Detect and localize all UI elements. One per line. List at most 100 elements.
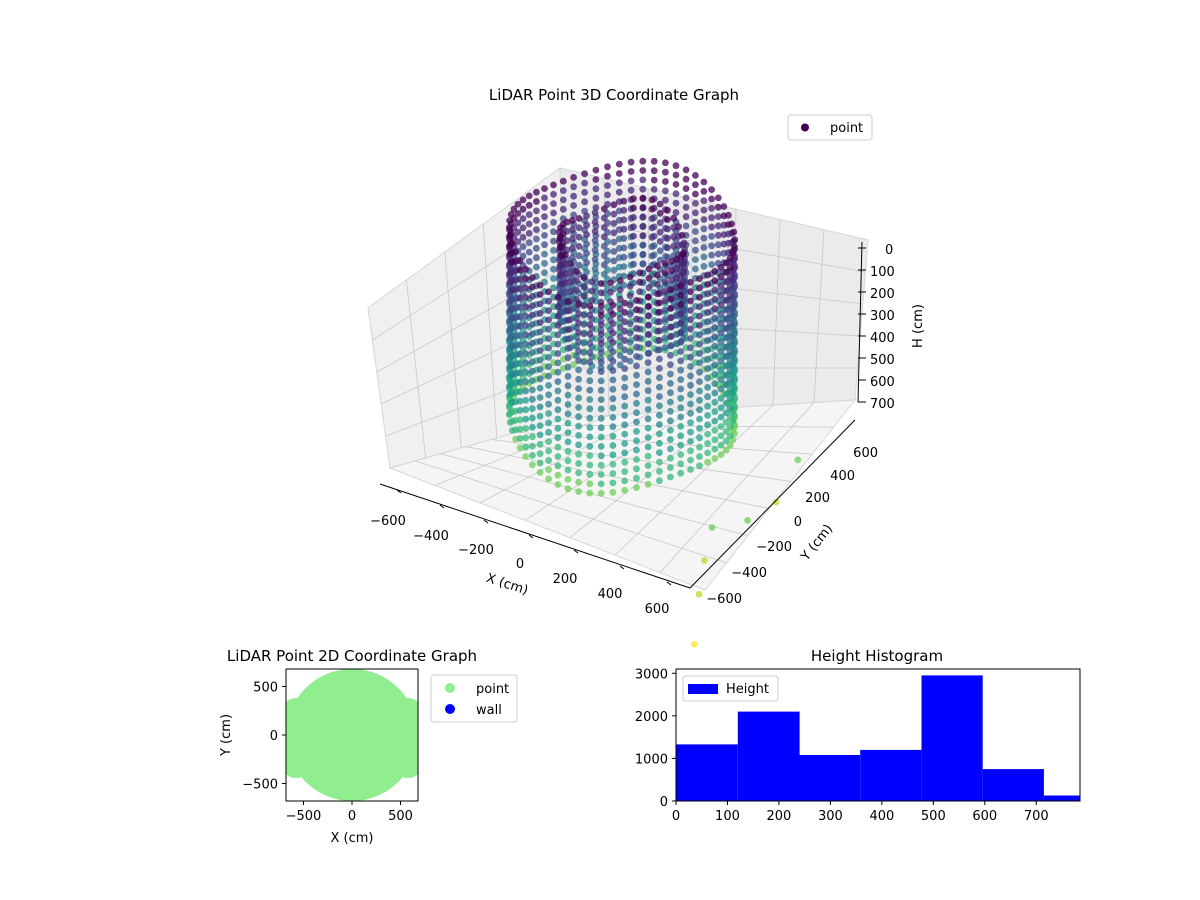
data-point [672,171,680,179]
data-point [648,215,656,223]
data-point [610,201,618,209]
data-point [536,403,544,411]
data-point [644,462,652,469]
data-point [554,350,562,357]
data-point [620,197,628,205]
data-point [550,256,557,264]
data-point [600,270,608,278]
data-point [639,241,647,249]
data-point [522,406,530,414]
svg-text:600: 600 [645,602,670,617]
svg-text:0: 0 [660,795,668,810]
data-point [597,312,605,319]
data-point [564,457,572,465]
data-point [550,190,557,198]
data-point [626,292,634,299]
data-point [726,423,734,431]
data-point [586,339,594,347]
svg-text:−500: −500 [242,778,278,793]
data-point [704,402,711,410]
chart-2d-legend: point wall [430,674,518,723]
data-point [701,557,708,564]
data-point [588,278,596,286]
data-point [621,440,629,447]
data-point [550,247,557,254]
data-point [586,452,594,459]
data-point [575,329,582,336]
svg-text:−400: −400 [731,566,767,581]
data-point [696,453,703,460]
data-point [564,298,572,305]
data-point [667,351,674,359]
data-point [620,235,628,242]
data-point [677,310,685,318]
data-point [711,398,719,406]
data-point [630,242,637,249]
data-point [545,325,552,333]
data-point [704,412,711,419]
data-point [696,303,703,311]
data-point [573,286,580,294]
legend-label: Height [726,682,769,697]
data-point [597,386,605,394]
data-point [708,204,715,212]
data-point [545,456,552,464]
data-point [667,436,674,443]
data-point [583,221,590,229]
data-point [672,199,680,207]
svg-text:0: 0 [672,809,680,824]
y-tick-hist: 0 [660,795,676,810]
data-point [545,382,552,389]
data-point [564,466,572,474]
y-tick: −200 [756,540,792,555]
data-point [564,316,572,324]
data-point [645,274,653,282]
data-point [525,239,533,247]
data-point [564,401,572,408]
y-axis-label: Y (cm) [798,522,836,565]
data-point [610,248,618,255]
data-point [616,361,624,369]
data-point [717,376,725,384]
data-point [644,359,652,366]
data-point [516,266,524,274]
data-point [621,430,629,438]
data-point [630,204,637,212]
data-point [575,422,582,430]
data-point [711,436,719,444]
data-point [644,312,652,320]
data-point [616,295,624,303]
data-point [644,443,652,451]
data-point [717,282,725,290]
data-point [588,297,596,304]
data-point [610,238,618,246]
data-point [522,453,530,460]
data-point [621,477,629,485]
data-point [726,339,734,346]
data-point [644,480,652,488]
data-point [656,439,663,447]
z-tick: 300 [858,309,895,324]
svg-text:−200: −200 [458,543,494,558]
data-point [704,383,711,391]
data-point [656,430,663,438]
data-point [644,452,652,460]
data-point [794,456,802,464]
data-point [711,286,719,294]
data-point [597,452,605,460]
data-point [522,322,530,329]
data-point [717,432,725,440]
data-point [615,188,623,196]
data-point [661,269,669,276]
data-point [696,350,703,357]
data-point [564,438,572,446]
data-point [519,224,527,232]
data-point [722,315,730,323]
data-point [626,282,634,290]
data-point [620,244,628,252]
data-point [664,244,671,252]
data-point [687,466,694,473]
data-point [711,305,719,313]
data-point [529,461,536,469]
data-point [704,290,711,298]
